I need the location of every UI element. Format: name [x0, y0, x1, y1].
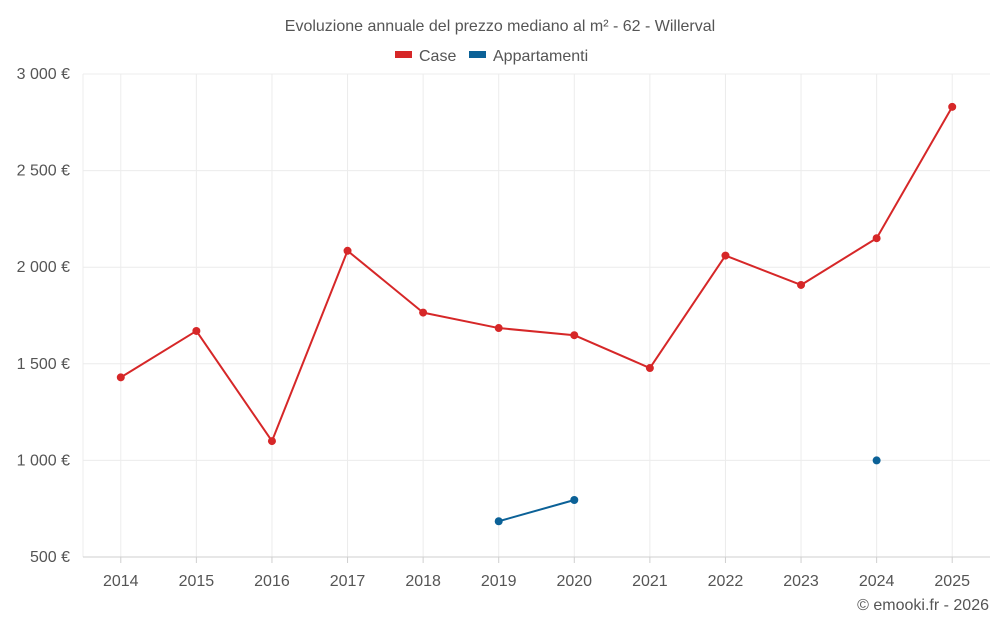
x-tick-label: 2021 [632, 573, 668, 590]
data-point-case-2022[interactable] [721, 251, 730, 260]
legend-swatch-case [395, 51, 412, 58]
x-tick-label: 2025 [934, 573, 970, 590]
y-tick-label: 1 500 € [17, 356, 70, 373]
data-point-appartamenti-2019[interactable] [494, 517, 503, 526]
data-point-case-2017[interactable] [343, 246, 352, 255]
y-tick-label: 2 500 € [17, 163, 70, 180]
x-tick-label: 2015 [179, 573, 215, 590]
x-axis: 2014 2015 2016 2017 2018 2019 2020 2021 2022 2023… [83, 556, 990, 590]
data-point-case-2014[interactable] [116, 373, 125, 382]
legend: Case Appartamenti [395, 48, 588, 65]
data-point-case-2021[interactable] [645, 364, 654, 373]
data-point-case-2019[interactable] [494, 324, 503, 333]
x-tick-label: 2019 [481, 573, 517, 590]
y-tick-label: 1 000 € [17, 452, 70, 469]
x-tick-label: 2014 [103, 573, 139, 590]
data-point-case-2020[interactable] [570, 331, 579, 340]
y-tick-label: 2 000 € [17, 259, 70, 276]
data-point-case-2018[interactable] [419, 308, 428, 317]
data-point-case-2025[interactable] [948, 102, 957, 111]
y-tick-label: 500 € [30, 549, 70, 566]
series-line-appartamenti [498, 499, 575, 523]
x-tick-label: 2024 [859, 573, 895, 590]
data-point-case-2024[interactable] [872, 234, 881, 243]
legend-label-appartamenti[interactable]: Appartamenti [493, 48, 588, 65]
x-tick-label: 2023 [783, 573, 819, 590]
series-layer [116, 102, 957, 526]
y-axis: 500 € 1 000 € 1 500 € 2 000 € 2 500 € 3 000 € [17, 66, 70, 566]
legend-swatch-appartamenti [469, 51, 486, 58]
data-point-case-2023[interactable] [797, 280, 806, 289]
x-tick-label: 2018 [405, 573, 441, 590]
data-point-case-2015[interactable] [192, 326, 201, 335]
x-tick-label: 2022 [708, 573, 744, 590]
x-tick-label: 2017 [330, 573, 366, 590]
data-point-case-2016[interactable] [267, 437, 276, 446]
chart-title: Evoluzione annuale del prezzo mediano al… [285, 18, 715, 35]
legend-label-case[interactable]: Case [419, 48, 456, 65]
data-point-appartamenti-2024[interactable] [872, 456, 881, 465]
data-point-appartamenti-2020[interactable] [570, 496, 579, 505]
x-tick-label: 2020 [556, 573, 592, 590]
x-tick-label: 2016 [254, 573, 290, 590]
grid [82, 73, 990, 558]
credit-text: © emooki.fr - 2026 [857, 597, 989, 614]
series-line-case [120, 106, 954, 443]
y-tick-label: 3 000 € [17, 66, 70, 83]
